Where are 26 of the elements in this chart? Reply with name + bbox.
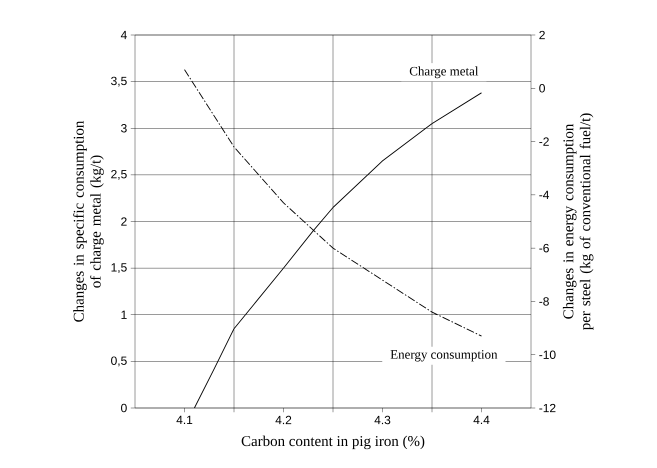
series-label: Energy consumption (390, 350, 498, 362)
y-tick-label: 3 (121, 124, 127, 132)
y2-tick-label: -6 (539, 244, 549, 252)
y2-tick-label: -4 (539, 190, 550, 199)
y-tick-label: 3,5 (111, 76, 127, 87)
y2-tick-label: -8 (539, 297, 549, 306)
y-axis-title: Changes in specific consumption of charge metal (kg/t) (73, 120, 104, 322)
y2-tick-label: -2 (539, 137, 549, 146)
x-tick-label: 4.4 (473, 416, 490, 424)
y2-axis-title: Changes in energy consumption per steel (kg of conventional fuel/t) (562, 113, 594, 330)
y-tick-label: 0,5 (111, 356, 127, 366)
x-tick-label: 4.1 (176, 416, 192, 424)
y2-tick-label: -12 (539, 404, 556, 412)
x-tick-label: 4.2 (275, 416, 292, 424)
y-tick-label: 1 (121, 310, 127, 319)
y-tick-label: 0 (121, 404, 127, 412)
y2-tick-label: -10 (539, 350, 556, 359)
x-tick-label: 4.3 (374, 416, 390, 424)
series-label: Charge metal (410, 66, 478, 78)
y-tick-label: 4 (120, 30, 127, 40)
x-axis-title: Carbon content in pig iron (%) (242, 436, 424, 450)
y-tick-label: 2 (121, 217, 127, 226)
y2-tick-label: 0 (539, 84, 545, 93)
y-tick-label: 1,5 (112, 263, 127, 274)
y2-tick-label: 2 (539, 30, 545, 40)
y-tick-label: 2,5 (111, 170, 127, 180)
